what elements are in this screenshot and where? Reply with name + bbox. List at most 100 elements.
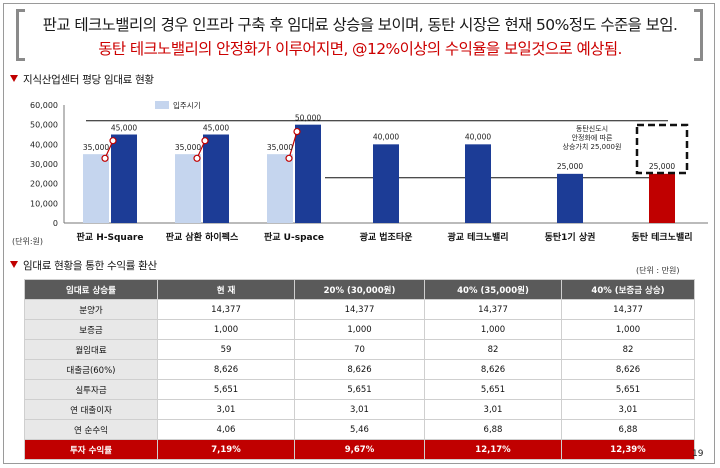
initial-bar (267, 154, 293, 223)
page-number: 19 (692, 449, 704, 459)
y-tick-label: 0 (53, 219, 58, 228)
target-highlight-box (635, 123, 689, 175)
table-row: 연 순수익 4,06 5,46 6,88 6,88 (24, 419, 695, 440)
rise-trend-line (288, 131, 298, 159)
table-cell: 1,000 (424, 319, 562, 340)
current-bar (373, 144, 399, 223)
current-bar (649, 173, 675, 223)
current-data-label: 40,000 (465, 132, 491, 141)
initial-bar (175, 154, 201, 223)
chart-section-title: 지식산업센터 평당 임대료 현황 (10, 72, 154, 87)
initial-data-label: 35,000 (267, 143, 293, 152)
x-category-label: 동탄1기 상권 (545, 231, 596, 243)
current-data-label: 45,000 (111, 124, 137, 133)
y-tick-label: 50,000 (30, 121, 58, 130)
current-bar (295, 124, 321, 223)
table-cell: 5,651 (157, 379, 295, 400)
current-bar (203, 134, 229, 223)
table-cell: 6,88 (561, 419, 695, 440)
current-data-label: 40,000 (373, 132, 399, 141)
headline-line-2: 동탄 테크노밸리의 안정화가 이루어지면, @12%이상의 수익율을 보일것으로… (98, 40, 622, 58)
table-cell: 8,626 (294, 359, 425, 380)
trend-marker (285, 154, 293, 162)
headline-bracket-right (694, 9, 703, 61)
table-cell: 5,651 (561, 379, 695, 400)
table-cell: 14,377 (157, 299, 295, 320)
row-header: 대출금(60%) (24, 359, 158, 380)
current-data-label: 25,000 (557, 162, 583, 171)
rent-bar-chart: 0 10,000 20,000 30,000 40,000 50,000 60,000 입주시… (30, 101, 708, 243)
table-cell: 8,626 (561, 359, 695, 380)
row-header: 연 대출이자 (24, 399, 158, 420)
table-cell: 8,626 (157, 359, 295, 380)
y-tick-label: 60,000 (30, 101, 58, 110)
table-cell: 14,377 (424, 299, 562, 320)
total-cell: 9,67% (294, 439, 425, 460)
table-header-row: 임대료 상승률 현 재 20% (30,000원) 40% (35,000원) … (24, 279, 695, 300)
table-section-title: 임대료 현황을 통한 수익률 환산 (10, 258, 157, 273)
current-bar (111, 134, 137, 223)
table-cell: 14,377 (561, 299, 695, 320)
table-row: 월임대료 59 70 82 82 (24, 339, 695, 360)
current-bar (557, 173, 583, 223)
table-cell: 82 (561, 339, 695, 360)
header-cell: 40% (보증금 상승) (561, 279, 695, 300)
initial-data-label: 35,000 (83, 143, 109, 152)
table-row: 실투자금 5,651 5,651 5,651 5,651 (24, 379, 695, 400)
row-header: 월임대료 (24, 339, 158, 360)
x-category-label: 판교 삼환 하이펙스 (166, 231, 239, 243)
red-triangle-icon (10, 75, 18, 82)
headline-line-1: 판교 테크노밸리의 경우 인프라 구축 후 임대료 상승을 보이며, 동탄 시장… (42, 16, 678, 34)
current-data-label: 45,000 (203, 124, 229, 133)
table-cell: 3,01 (157, 399, 295, 420)
red-triangle-icon (10, 261, 18, 268)
table-cell: 8,626 (424, 359, 562, 380)
total-cell: 12,17% (424, 439, 562, 460)
table-cell: 1,000 (294, 319, 425, 340)
total-row-header: 투자 수익률 (24, 439, 158, 460)
total-row: 투자 수익률 7,19% 9,67% 12,17% 12,39% (24, 439, 695, 460)
table-cell: 82 (424, 339, 562, 360)
table-cell: 5,46 (294, 419, 425, 440)
table-unit-label: (단위 : 만원) (636, 266, 680, 275)
chart-section-title-text: 지식산업센터 평당 임대료 현황 (23, 74, 154, 86)
x-category-label: 광교 법조타운 (360, 231, 413, 243)
headline-bracket-left (16, 9, 25, 61)
current-bar (465, 144, 491, 223)
table-cell: 3,01 (294, 399, 425, 420)
table-row: 연 대출이자 3,01 3,01 3,01 3,01 (24, 399, 695, 420)
table-row: 분양가 14,377 14,377 14,377 14,377 (24, 299, 695, 320)
chart-unit-label: (단위:원) (12, 237, 44, 246)
initial-bar (83, 154, 109, 223)
trend-marker (201, 137, 209, 145)
table-cell: 6,88 (424, 419, 562, 440)
row-header: 분양가 (24, 299, 158, 320)
legend-label: 입주시기 (173, 101, 201, 110)
table-section-title-text: 임대료 현황을 통한 수익률 환산 (23, 260, 157, 272)
current-data-label: 25,000 (649, 162, 675, 171)
table-cell: 5,651 (294, 379, 425, 400)
table-row: 보증금 1,000 1,000 1,000 1,000 (24, 319, 695, 340)
current-data-label: 50,000 (295, 114, 321, 123)
row-header: 실투자금 (24, 379, 158, 400)
trend-marker (109, 137, 117, 145)
trend-marker (193, 154, 201, 162)
header-cell: 40% (35,000원) (424, 279, 562, 300)
total-cell: 12,39% (561, 439, 695, 460)
trend-marker (101, 154, 109, 162)
table-cell: 1,000 (157, 319, 295, 340)
trend-marker (293, 127, 301, 136)
table-cell: 3,01 (561, 399, 695, 420)
y-tick-label: 40,000 (30, 140, 58, 149)
header-cell: 임대료 상승률 (24, 279, 158, 300)
table-cell: 14,377 (294, 299, 425, 320)
table-cell: 4,06 (157, 419, 295, 440)
table-cell: 5,651 (424, 379, 562, 400)
initial-data-label: 35,000 (175, 143, 201, 152)
table-cell: 59 (157, 339, 295, 360)
yield-table: 임대료 상승률 현 재 20% (30,000원) 40% (35,000원) … (24, 279, 695, 460)
table-row: 대출금(60%) 8,626 8,626 8,626 8,626 (24, 359, 695, 380)
table-cell: 70 (294, 339, 425, 360)
annotation-text: 안정화에 따른 (572, 133, 613, 142)
row-header: 연 순수익 (24, 419, 158, 440)
